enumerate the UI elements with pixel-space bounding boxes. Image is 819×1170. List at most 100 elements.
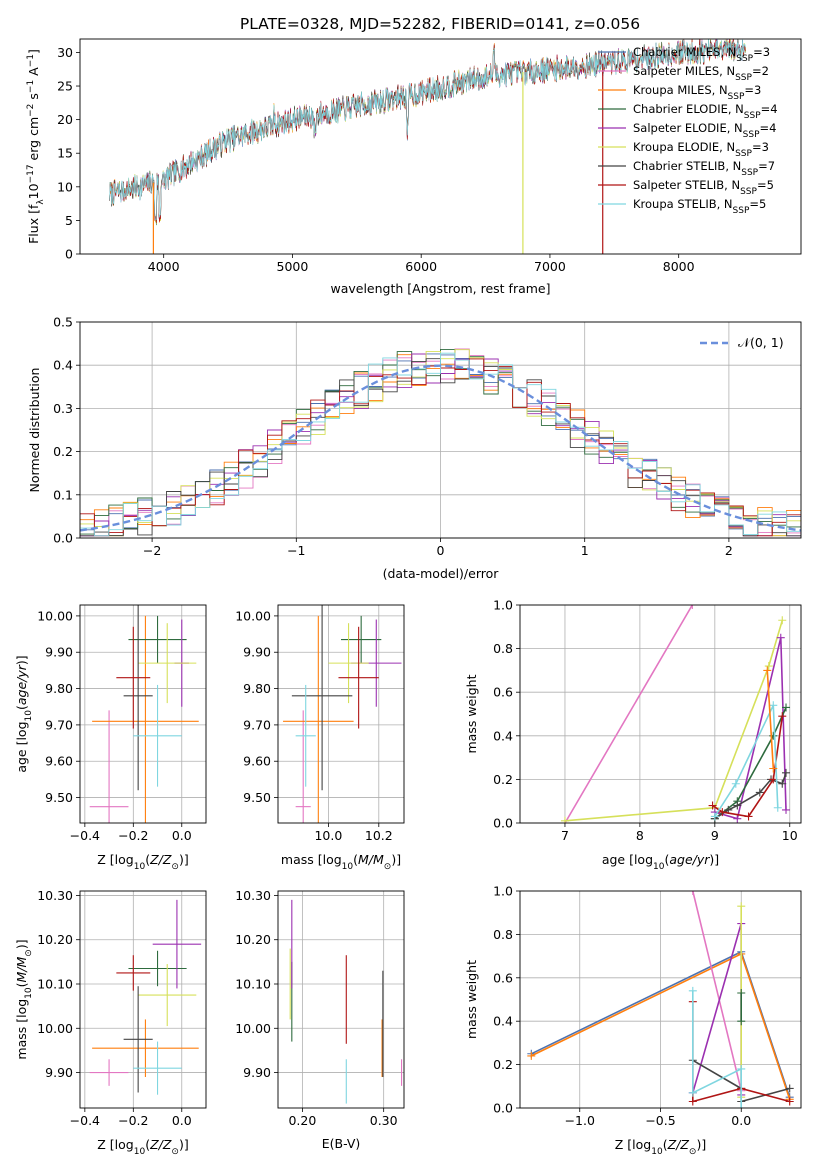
label-part: ( (14, 982, 29, 987)
weight-marker (782, 805, 791, 814)
y-tick-label: 9.80 (45, 681, 73, 696)
y-tick-label: 9.70 (243, 717, 271, 732)
legend-sub: SSP (744, 111, 761, 121)
label-part: erg cm (26, 117, 41, 165)
y-tick-label: 9.90 (45, 1065, 73, 1080)
legend-model: Salpeter MILES, N (633, 64, 735, 78)
panel-age_vs_mass: 10.0 10.2 9.50 9.60 9.70 9.80 9.90 10.00 mass [l… (235, 604, 405, 872)
weight-line-salpeter-elodie (710, 633, 791, 823)
label-part: 10 (26, 183, 41, 199)
label-part: Z/Z (149, 1137, 172, 1152)
x-tick-label: −2 (143, 543, 161, 558)
x-tick-label: 0.0 (731, 1113, 751, 1128)
legend-entry: Kroupa MILES, NSSP=3 (633, 83, 761, 102)
panel-mass_vs_Z: −0.4 −0.2 0.0 9.90 10.00 10.10 10.20 10.30 Z [lo… (14, 888, 207, 1157)
label-part: ⊙ (171, 862, 179, 872)
weight-marker (778, 712, 787, 721)
x-tick-label: −0.5 (645, 1113, 675, 1128)
errorbar-salpeter-stelib (116, 955, 151, 991)
legend-model: Chabrier MILES, N (633, 45, 736, 59)
y-tick-label: 0.2 (493, 1057, 513, 1072)
legend-entry: Kroupa ELODIE, NSSP=3 (633, 140, 769, 159)
y-tick-label: 9.80 (243, 681, 271, 696)
errorbar-chabrier-stelib (123, 605, 153, 791)
axes-frame (519, 890, 802, 1109)
label-part: Normed distribution (27, 368, 42, 493)
label-part: Z/Z (149, 852, 172, 867)
errorbar-salpeter-miles (89, 710, 129, 823)
weight-marker (688, 1088, 697, 1097)
y-tick-label: 0.4 (493, 728, 513, 743)
y-tick-label: 20 (57, 112, 73, 127)
panel-age_vs_Z: −0.4 −0.2 0.0 9.50 9.60 9.70 9.80 9.90 10.00 Z [l… (14, 604, 207, 872)
y-tick-label: 9.70 (45, 717, 73, 732)
label-part: )] (696, 1137, 706, 1152)
x-tick-label: 6000 (405, 259, 437, 274)
weight-path (692, 990, 742, 1108)
label-part: )] (179, 852, 189, 867)
label-part: −1 (26, 80, 36, 93)
errorbar-chabrier-elodie (341, 615, 382, 664)
weight-path (564, 605, 693, 823)
weight-line-salpeter-miles (560, 605, 697, 823)
label-part: ( (664, 852, 669, 867)
legend-entry: Chabrier STELIB, NSSP=7 (633, 159, 775, 178)
y-tick-label: 1.0 (493, 598, 513, 613)
x-tick-label: −1 (287, 543, 305, 558)
legend-entry: Salpeter ELODIE, NSSP=4 (633, 121, 776, 140)
weight-marker (755, 788, 764, 797)
label-part: Flux [f (26, 204, 41, 244)
label-part: ⊙ (689, 1147, 697, 1157)
label-part: (data-model)/error (383, 566, 500, 581)
panel-mass_vs_ebv: 0.20 0.30 9.90 10.00 10.10 10.20 10.30 E(B-V) (235, 888, 405, 1151)
weight-marker (763, 666, 772, 675)
y-tick-label: 0.0 (493, 816, 513, 831)
x-tick-label: 9 (711, 828, 719, 843)
axes-frame (277, 604, 405, 824)
y-tick-label: 10.10 (37, 977, 73, 992)
x-tick-label: −0.4 (70, 1113, 100, 1128)
errorbar-chabrier-stelib (123, 986, 153, 1093)
weight-marker (778, 779, 787, 788)
legend-nssp: =5 (749, 197, 766, 211)
y-tick-label: 10.30 (37, 888, 73, 903)
legend-nssp: =4 (760, 121, 777, 135)
y-tick-label: 0.5 (53, 315, 73, 330)
legend-sub: SSP (736, 54, 753, 64)
y-tick-label: 10.00 (235, 1021, 271, 1036)
label-part: M/M (14, 956, 29, 982)
label-part: Z [log (97, 852, 133, 867)
weight-marker (733, 814, 742, 823)
label-part: ⊙ (24, 949, 34, 957)
y-tick-label: 9.90 (243, 645, 271, 660)
weight-line-kroupa-miles (763, 666, 778, 773)
label-part: )] (391, 852, 401, 867)
y-axis-label: mass weight (464, 960, 479, 1039)
x-tick-label: 2 (725, 543, 733, 558)
y-tick-label: 10.00 (235, 608, 271, 623)
label-part: )] (179, 1137, 189, 1152)
label-part: −1 (26, 54, 36, 67)
y-tick-label: 30 (57, 45, 73, 60)
y-tick-label: 0.6 (493, 970, 513, 985)
x-tick-label: 8 (636, 828, 644, 843)
weight-marker (708, 801, 717, 810)
plot-area (109, 39, 746, 254)
x-tick-label: 0.0 (172, 1113, 192, 1128)
y-tick-label: 10.10 (235, 977, 271, 992)
weight-marker (782, 703, 791, 712)
weight-marker (782, 768, 791, 777)
plot-area (289, 899, 403, 1104)
legend-sub: SSP (735, 73, 752, 83)
y-tick-label: 9.90 (45, 645, 73, 660)
axes-frame (277, 890, 405, 1109)
y-axis-label: age [log10(age/yr)] (14, 655, 34, 772)
weight-marker (776, 633, 785, 642)
errorbar-salpeter-stelib (116, 626, 151, 729)
y-tick-label: 0.3 (53, 401, 73, 416)
legend-model: Chabrier STELIB, N (633, 159, 741, 173)
errorbar-chabrier-elodie (128, 950, 187, 987)
x-axis-label: E(B-V) (322, 1136, 361, 1151)
label-part: Z [log (615, 1137, 651, 1152)
y-tick-label: 0 (65, 247, 73, 262)
